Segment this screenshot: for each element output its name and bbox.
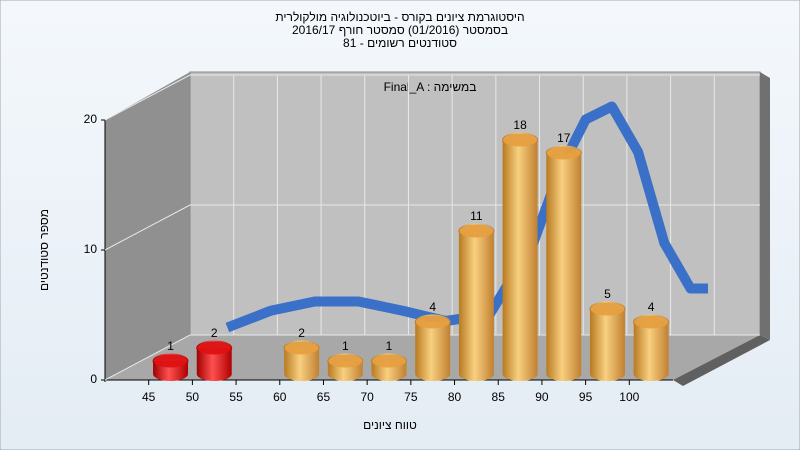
x-tick-label: 85	[492, 390, 506, 404]
y-tick-label: 10	[84, 242, 98, 256]
bar-part	[371, 353, 407, 369]
value-label: 17	[557, 131, 571, 145]
value-label: 1	[342, 339, 349, 353]
x-tick-label: 80	[448, 390, 462, 404]
bar	[589, 301, 626, 381]
y-tick-label: 0	[90, 372, 97, 386]
title-line: סטודנטים רשומים - 81	[343, 36, 457, 50]
bar	[458, 223, 495, 381]
x-tick-label: 55	[229, 390, 243, 404]
floor-edge	[673, 335, 770, 386]
bar	[545, 145, 582, 381]
bar	[633, 314, 670, 381]
y-axis-label: מספר סטודנטים	[37, 209, 51, 291]
bar-part	[589, 309, 625, 381]
value-label: 1	[167, 339, 174, 353]
bar-part	[458, 231, 494, 381]
x-tick-label: 50	[186, 390, 200, 404]
bar	[152, 353, 189, 381]
x-tick-label: 65	[317, 390, 331, 404]
wall-edge	[760, 72, 770, 340]
bar-part	[327, 353, 364, 369]
x-tick-label: 95	[579, 390, 593, 404]
value-label: 2	[211, 326, 218, 340]
y-tick-label: 20	[84, 112, 98, 126]
bar-part	[545, 145, 582, 161]
bar	[371, 353, 407, 381]
title-line: בסמסטר (01/2016) סמסטר חורף 2016/17	[292, 23, 508, 37]
bar	[327, 353, 364, 381]
value-label: 11	[470, 209, 483, 223]
x-tick-label: 100	[619, 390, 639, 404]
bar	[196, 340, 233, 381]
bar-part	[546, 153, 582, 381]
bar-part	[502, 140, 538, 381]
bar-part	[589, 301, 626, 317]
bar-part	[633, 314, 670, 330]
x-tick-label: 90	[535, 390, 549, 404]
x-tick-label: 60	[273, 390, 287, 404]
value-label: 5	[604, 287, 611, 301]
x-tick-label: 75	[404, 390, 418, 404]
annotation: Final_A : במשימה	[384, 80, 477, 94]
x-tick-label: 70	[360, 390, 374, 404]
bar-part	[196, 340, 233, 356]
value-label: 4	[648, 300, 655, 314]
grid-line	[104, 74, 760, 121]
value-label: 4	[429, 300, 436, 314]
bar	[283, 340, 320, 381]
value-label: 1	[386, 339, 393, 353]
bar-part	[633, 322, 669, 381]
value-label: 18	[513, 118, 527, 132]
bar-part	[415, 322, 451, 381]
bar-part	[196, 348, 232, 381]
bar-part	[284, 348, 320, 381]
bar-part	[458, 223, 495, 239]
title-line: היסטוגרמת ציונים בקורס - ביוטכנולוגיה מו…	[275, 10, 524, 24]
x-axis-label: טווח ציונים	[363, 418, 417, 432]
left-wall	[105, 72, 190, 380]
x-tick-label: 45	[142, 390, 156, 404]
value-label: 2	[298, 326, 305, 340]
bar-part	[502, 132, 539, 148]
bar	[414, 314, 451, 381]
bar-part	[283, 340, 320, 356]
bar-part	[152, 353, 189, 369]
bar-part	[414, 314, 451, 330]
bar	[502, 132, 539, 381]
